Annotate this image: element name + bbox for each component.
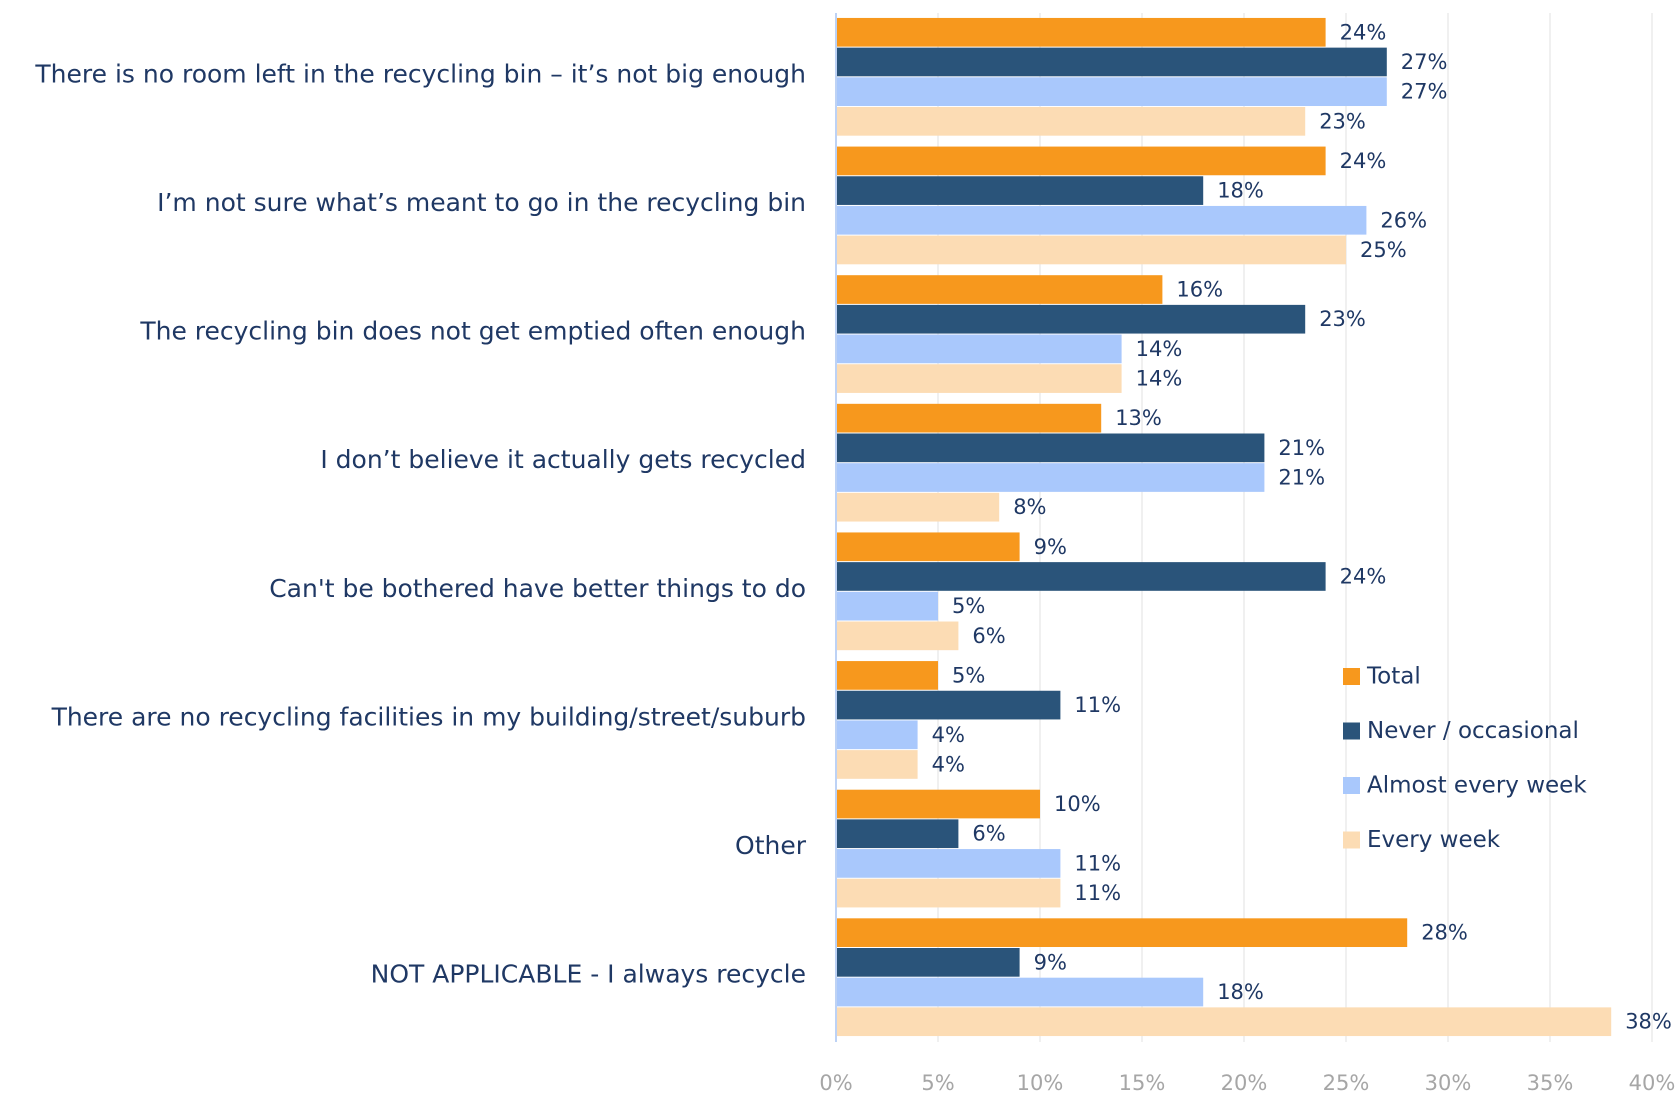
bar — [836, 789, 1040, 819]
bar — [836, 918, 1408, 948]
value-label: 10% — [1054, 792, 1101, 816]
value-label: 26% — [1380, 208, 1427, 232]
value-label: 14% — [1136, 337, 1183, 361]
value-label: 27% — [1401, 50, 1448, 74]
bar — [836, 532, 1020, 562]
bar — [836, 750, 918, 779]
bar — [836, 492, 1000, 522]
legend-label: Never / occasional — [1367, 718, 1579, 744]
value-label: 25% — [1360, 238, 1407, 262]
bar — [836, 661, 938, 690]
value-label: 5% — [952, 594, 985, 618]
x-tick-label: 25% — [1323, 1071, 1370, 1094]
bar — [836, 878, 1061, 908]
value-label: 4% — [932, 752, 965, 776]
bar — [836, 275, 1163, 304]
x-tick-label: 20% — [1221, 1071, 1268, 1094]
value-label: 14% — [1136, 367, 1183, 391]
x-tick-label: 30% — [1425, 1071, 1472, 1094]
legend-swatch — [1343, 777, 1360, 794]
bar — [836, 819, 959, 849]
legend-label: Total — [1366, 664, 1421, 690]
value-label: 9% — [1034, 535, 1067, 559]
bar — [836, 77, 1387, 106]
bar — [836, 146, 1326, 176]
category-label: NOT APPLICABLE - I always recycle — [371, 960, 806, 989]
bar — [836, 562, 1326, 591]
value-label: 27% — [1401, 80, 1448, 104]
legend-swatch — [1343, 668, 1360, 685]
category-label: Other — [735, 831, 807, 860]
x-tick-label: 0% — [819, 1071, 852, 1094]
value-label: 4% — [932, 723, 965, 747]
value-label: 21% — [1278, 436, 1325, 460]
bar — [836, 205, 1367, 235]
bar — [836, 690, 1061, 720]
value-label: 9% — [1034, 950, 1067, 974]
bar — [836, 176, 1204, 205]
legend-label: Every week — [1367, 827, 1501, 853]
legend-label: Almost every week — [1367, 773, 1587, 799]
category-label: I don’t believe it actually gets recycle… — [320, 445, 806, 474]
value-label: 11% — [1074, 881, 1121, 905]
value-label: 16% — [1176, 278, 1223, 302]
bar — [836, 47, 1387, 77]
category-label: I’m not sure what’s meant to go in the r… — [157, 188, 806, 217]
value-label: 24% — [1340, 149, 1387, 173]
bar — [836, 433, 1265, 463]
value-label: 23% — [1319, 109, 1366, 133]
value-label: 18% — [1217, 980, 1264, 1004]
bar — [836, 849, 1061, 878]
bar — [836, 17, 1326, 47]
bar — [836, 621, 959, 651]
bar — [836, 235, 1346, 265]
value-label: 28% — [1421, 921, 1468, 945]
legend-swatch — [1343, 831, 1360, 849]
x-tick-label: 35% — [1527, 1071, 1574, 1094]
bar — [836, 1007, 1612, 1037]
value-label: 38% — [1625, 1010, 1672, 1034]
category-label: There is no room left in the recycling b… — [34, 59, 806, 88]
value-label: 18% — [1217, 179, 1264, 203]
bar — [836, 591, 938, 621]
bar — [836, 463, 1265, 492]
bar — [836, 304, 1306, 334]
value-label: 11% — [1074, 851, 1121, 875]
value-label: 13% — [1115, 406, 1162, 430]
bar — [836, 106, 1306, 136]
bar — [836, 364, 1122, 393]
bar — [836, 403, 1102, 433]
category-label: There are no recycling facilities in my … — [51, 702, 806, 731]
category-label: Can't be bothered have better things to … — [269, 574, 806, 603]
x-tick-label: 5% — [921, 1071, 954, 1094]
value-label: 8% — [1013, 495, 1046, 519]
bar — [836, 720, 918, 750]
value-label: 5% — [952, 663, 985, 687]
value-label: 24% — [1340, 564, 1387, 588]
bar — [836, 948, 1020, 977]
value-label: 11% — [1074, 693, 1121, 717]
bar — [836, 977, 1204, 1007]
bar — [836, 334, 1122, 364]
x-tick-label: 10% — [1017, 1071, 1064, 1094]
value-label: 21% — [1278, 466, 1325, 490]
legend-swatch — [1343, 722, 1360, 740]
value-label: 6% — [972, 822, 1005, 846]
value-label: 6% — [972, 624, 1005, 648]
value-label: 23% — [1319, 307, 1366, 331]
category-label: The recycling bin does not get emptied o… — [139, 317, 806, 346]
value-label: 24% — [1340, 20, 1387, 44]
x-tick-label: 40% — [1629, 1071, 1675, 1094]
x-tick-label: 15% — [1119, 1071, 1166, 1094]
